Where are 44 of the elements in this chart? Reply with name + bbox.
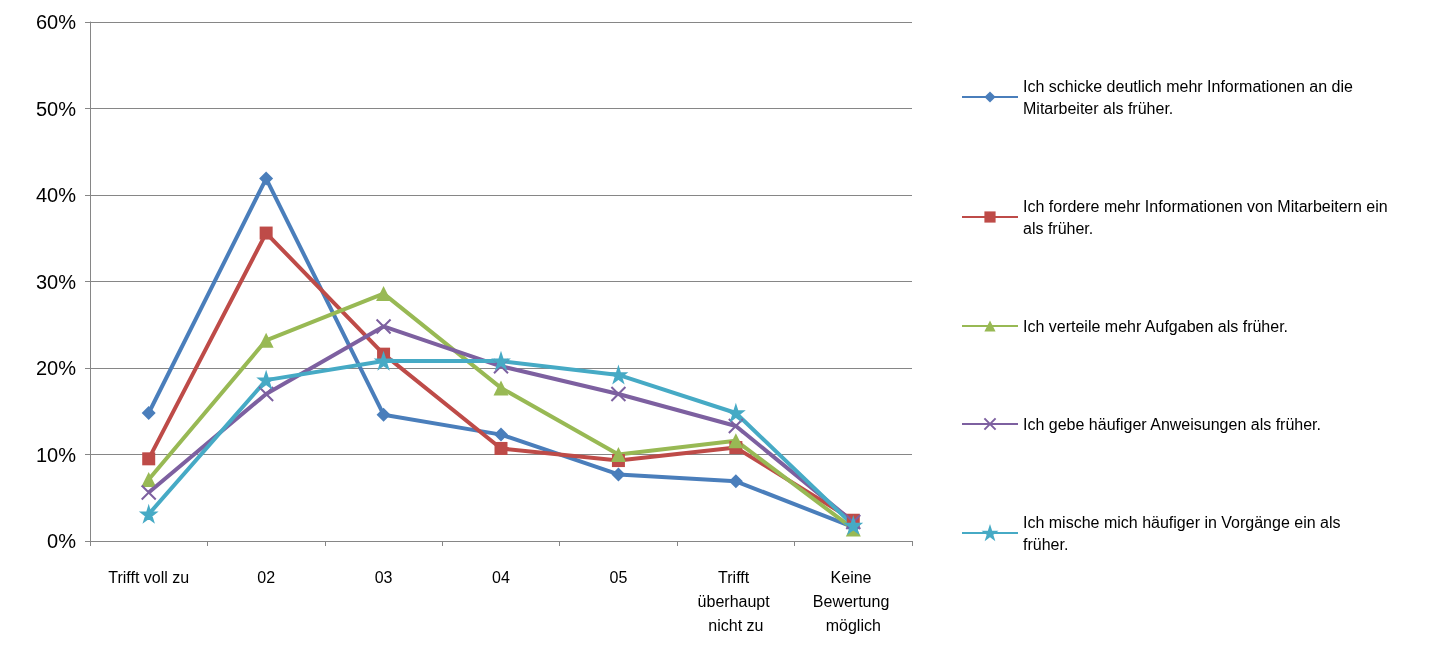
point: [258, 385, 275, 402]
point: [259, 171, 274, 186]
x-tick-label: Keine Bewertung möglich: [812, 568, 894, 634]
point: [727, 417, 744, 434]
point: [611, 467, 626, 482]
point: [376, 286, 392, 302]
x-tick-label: 02: [257, 568, 276, 586]
legend-label: Ich schicke deutlich mehr Informationen an die Mitarbeiter als früher.: [1023, 77, 1358, 117]
y-tick-label: 30%: [35, 270, 77, 293]
point: [376, 407, 391, 422]
point: [142, 452, 156, 466]
x-tick-label: Trifft überhaupt nicht zu: [697, 568, 775, 634]
point: [728, 433, 744, 449]
x-tick-label: 05: [609, 568, 628, 586]
x-tick-label: 04: [492, 568, 510, 586]
point: [140, 506, 157, 523]
legend-label: Ich mische mich häufiger in Vorgänge ein als früher.: [1023, 513, 1345, 553]
point: [141, 472, 157, 488]
point: [610, 364, 629, 385]
y-tick-label: 60%: [35, 11, 77, 33]
y-tick-label: 10%: [35, 443, 77, 466]
point: [727, 404, 744, 421]
y-tick-label: 0%: [47, 530, 77, 552]
point: [493, 353, 509, 370]
legend-label: Ich verteile mehr Aufgaben als früher.: [1023, 317, 1289, 335]
legend-label: Ich gebe häufiger Anweisungen als früher.: [1023, 415, 1321, 433]
point: [493, 380, 509, 396]
y-tick-label: 40%: [35, 184, 77, 206]
point: [141, 405, 156, 420]
point: [259, 226, 273, 240]
point: [375, 318, 392, 335]
point: [610, 385, 627, 402]
x-tick-label: Trifft voll zu: [108, 568, 190, 586]
point: [258, 332, 274, 348]
point: [610, 447, 626, 462]
point: [728, 474, 743, 489]
y-tick-label: 50%: [35, 97, 77, 120]
point: [494, 427, 508, 442]
point: [494, 441, 508, 455]
point: [258, 372, 275, 389]
x-tick-label: 03: [374, 568, 393, 586]
point: [140, 484, 157, 501]
legend-label: Ich fordere mehr Informationen von Mitarbeitern ein als früher.: [1023, 197, 1393, 237]
y-tick-label: 20%: [35, 357, 77, 379]
